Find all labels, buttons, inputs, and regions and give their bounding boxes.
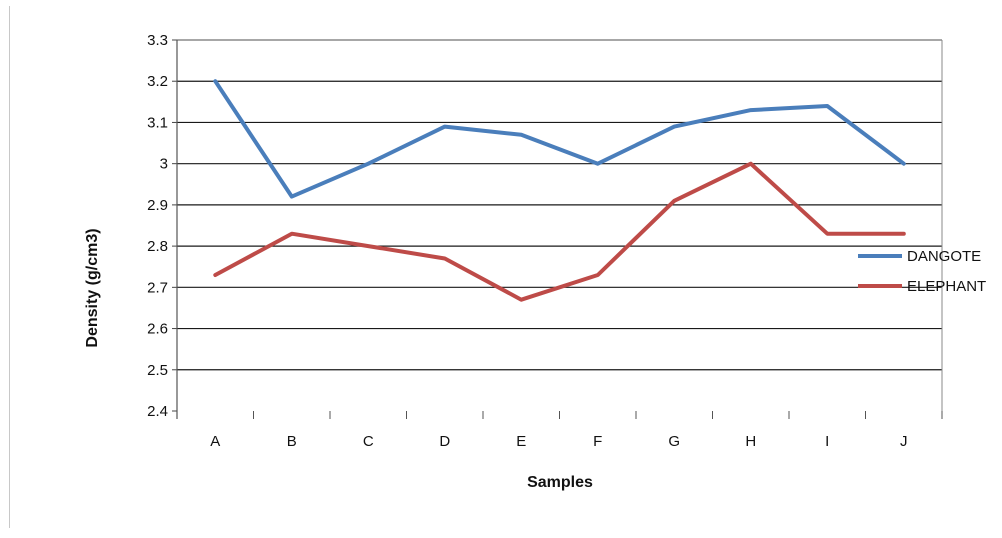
x-tick-label: G xyxy=(668,433,680,450)
y-tick-label: 2.6 xyxy=(147,321,168,338)
y-tick-label: 3.1 xyxy=(147,114,168,131)
y-tick-label: 3.3 xyxy=(147,32,168,49)
x-tick-label: E xyxy=(516,433,526,450)
legend-label-dangote: DANGOTE xyxy=(907,248,981,265)
y-tick-label: 2.9 xyxy=(147,197,168,214)
series-lines xyxy=(213,79,906,302)
left-border xyxy=(9,6,10,528)
axes xyxy=(172,39,943,419)
gridlines xyxy=(177,39,942,371)
x-tick-label: F xyxy=(593,433,602,450)
x-tick-label: J xyxy=(900,433,908,450)
series-line-dangote xyxy=(213,79,906,199)
x-tick-label: A xyxy=(210,433,220,450)
series-line-elephant xyxy=(213,161,906,302)
legend-label-elephant: ELEPHANT xyxy=(907,278,986,295)
x-tick-label: C xyxy=(363,433,374,450)
y-axis-title: Density (g/cm3) xyxy=(84,228,101,347)
x-tick-label: H xyxy=(745,433,756,450)
x-axis-title: Samples xyxy=(527,474,593,491)
y-tick-label: 2.4 xyxy=(147,403,168,420)
y-tick-label: 3.2 xyxy=(147,73,168,90)
legend: DANGOTE ELEPHANT xyxy=(858,248,986,295)
x-tick-label: D xyxy=(439,433,450,450)
y-tick-label: 2.5 xyxy=(147,362,168,379)
x-tick-label: I xyxy=(825,433,829,450)
y-tick-label: 3 xyxy=(160,156,168,173)
y-tick-label: 2.8 xyxy=(147,238,168,255)
y-tick-label: 2.7 xyxy=(147,279,168,296)
x-tick-label: B xyxy=(287,433,297,450)
tick-labels: 2.4 2.5 2.6 2.7 2.8 2.9 3 3.1 3.2 3.3 A B C D E F G H I J xyxy=(147,32,907,450)
